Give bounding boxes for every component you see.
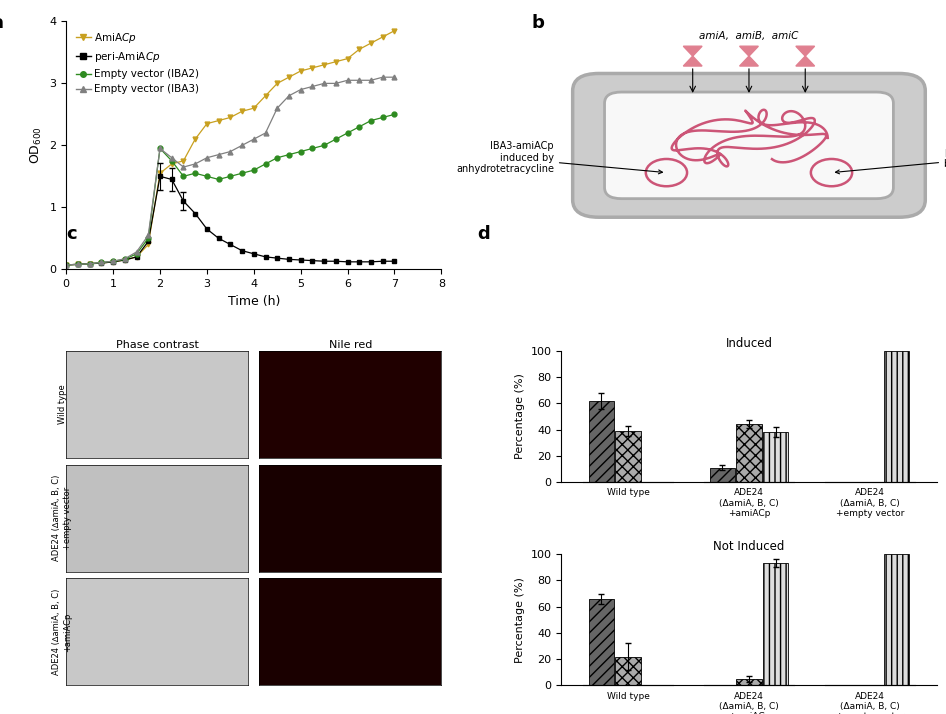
Text: amiA,  amiB,  amiC: amiA, amiB, amiC — [699, 31, 798, 41]
Bar — [615, 431, 640, 482]
Title: Induced: Induced — [726, 337, 773, 350]
Polygon shape — [740, 46, 759, 56]
Y-axis label: ADE24 (∆amiA, B, C)
+empty vector: ADE24 (∆amiA, B, C) +empty vector — [52, 475, 72, 561]
Bar — [588, 401, 614, 482]
Polygon shape — [740, 56, 759, 66]
Y-axis label: OD$_{600}$: OD$_{600}$ — [28, 126, 44, 164]
Bar — [762, 432, 788, 482]
Bar — [884, 554, 909, 685]
Polygon shape — [683, 46, 702, 56]
Bar — [588, 599, 614, 685]
X-axis label: Time (h): Time (h) — [228, 295, 280, 308]
Title: Nile red: Nile red — [328, 340, 372, 350]
Y-axis label: Percentage (%): Percentage (%) — [516, 577, 525, 663]
Bar — [736, 424, 762, 482]
FancyBboxPatch shape — [572, 74, 925, 217]
Title: Not Induced: Not Induced — [713, 540, 784, 553]
Polygon shape — [796, 46, 815, 56]
Title: Phase contrast: Phase contrast — [115, 340, 199, 350]
Y-axis label: ADE24 (∆amiA, B, C)
+amiACp: ADE24 (∆amiA, B, C) +amiACp — [52, 588, 72, 675]
Bar — [615, 657, 640, 685]
Y-axis label: Percentage (%): Percentage (%) — [516, 373, 525, 459]
Text: c: c — [66, 225, 77, 243]
FancyBboxPatch shape — [604, 92, 893, 198]
Bar — [884, 351, 909, 482]
Text: IBA3-amiACp
induced by
anhydrotetracycline: IBA3-amiACp induced by anhydrotetracycli… — [456, 141, 662, 174]
Legend: AmiA$\it{Cp}$, peri-AmiA$\it{Cp}$, Empty vector (IBA2), Empty vector (IBA3): AmiA$\it{Cp}$, peri-AmiA$\it{Cp}$, Empty… — [72, 26, 203, 99]
Y-axis label: Wild type: Wild type — [58, 385, 66, 424]
Text: pBAD33-amiCEc
blocked by glucose: pBAD33-amiCEc blocked by glucose — [835, 147, 946, 174]
Bar — [762, 563, 788, 685]
Polygon shape — [796, 56, 815, 66]
Bar — [736, 679, 762, 685]
Text: d: d — [478, 225, 490, 243]
Bar — [710, 468, 735, 482]
Text: b: b — [532, 14, 544, 32]
Polygon shape — [683, 56, 702, 66]
Text: a: a — [0, 14, 3, 32]
